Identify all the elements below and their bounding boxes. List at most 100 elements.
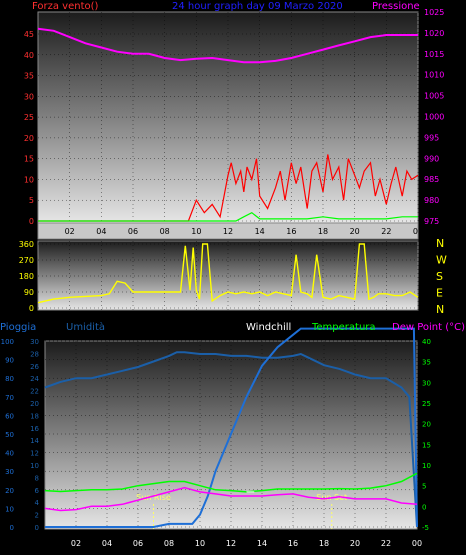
time-tick-label: 14 — [255, 227, 265, 236]
time-tick-label: 20 — [350, 227, 360, 236]
dewpoint-label: Dew Point (°C) — [392, 322, 465, 333]
humidity-tick-label: 8 — [35, 474, 39, 482]
rain-tick-label: 50 — [5, 431, 14, 439]
wind-tick-label: 25 — [24, 113, 34, 122]
panel-wind-pressure — [37, 11, 419, 224]
humidity-line — [44, 351, 418, 528]
time-tick-label: 06 — [128, 227, 138, 236]
rain-tick-label: 0 — [10, 524, 14, 532]
wind-tick-label: 35 — [24, 72, 34, 81]
pressure-tick-label: 1015 — [424, 50, 444, 59]
rain-tick-label: 30 — [5, 468, 14, 476]
humidity-tick-label: 16 — [30, 425, 39, 433]
time-tick-label: 08 — [160, 227, 170, 236]
time-tick-label: 16 — [288, 539, 298, 548]
pressure-tick-label: 1005 — [424, 92, 444, 101]
time-tick-label: 18 — [319, 539, 329, 548]
time-tick-label: 12 — [223, 227, 233, 236]
pressure-tick-label: 1010 — [424, 71, 444, 80]
humidity-tick-label: 28 — [30, 350, 39, 358]
direction-tick-label: 270 — [19, 256, 34, 265]
dewpoint-line — [44, 486, 418, 512]
humidity-tick-label: 10 — [30, 462, 39, 470]
direction-tick-label: 0 — [29, 304, 34, 313]
temperature-label: Temperatura — [311, 322, 376, 333]
direction-tick-label: 90 — [24, 288, 34, 297]
temperature-line — [44, 472, 418, 493]
pressure-tick-label: 975 — [424, 217, 439, 226]
temperature-tick-label: 10 — [422, 462, 431, 470]
temperature-tick-label: 15 — [422, 441, 431, 449]
time-tick-label: 14 — [257, 539, 267, 548]
rain-tick-label: 100 — [1, 338, 14, 346]
time-tick-label: 12 — [226, 539, 236, 548]
humidity-tick-label: 30 — [30, 338, 39, 346]
compass-label: W — [436, 254, 447, 267]
time-tick-label: 16 — [286, 227, 296, 236]
pressure-tick-label: 1000 — [424, 113, 444, 122]
temperature-tick-label: 20 — [422, 421, 431, 429]
humidity-tick-label: 0 — [35, 524, 39, 532]
wind-tick-label: 5 — [29, 196, 34, 205]
humidity-tick-label: 4 — [35, 499, 40, 507]
rain-tick-label: 80 — [5, 375, 14, 383]
rain-tick-label: 90 — [5, 357, 14, 365]
windchill-label: Windchill — [246, 322, 291, 333]
rain-tick-label: 60 — [5, 412, 14, 420]
time-tick-label: 22 — [381, 539, 391, 548]
rain-tick-label: 40 — [5, 450, 14, 458]
time-tick-label: 04 — [102, 539, 112, 548]
time-tick-label: 04 — [96, 227, 106, 236]
wind-tick-label: 40 — [24, 51, 34, 60]
time-tick-label: 10 — [195, 539, 205, 548]
humidity-tick-label: 14 — [30, 437, 39, 445]
time-tick-label: 06 — [133, 539, 143, 548]
time-tick-label: 22 — [381, 227, 391, 236]
wind-line — [38, 154, 419, 222]
temperature-tick-label: 35 — [422, 359, 431, 367]
temperature-tick-label: 5 — [422, 483, 426, 491]
compass-label: N — [436, 303, 444, 316]
rain-tick-label: 10 — [5, 505, 14, 513]
time-tick-label: 08 — [164, 539, 174, 548]
wind-direction-line — [37, 243, 419, 304]
wind-axis-label: Forza vento() — [32, 1, 99, 12]
rain-axis-label: Pioggia — [0, 322, 36, 333]
direction-tick-label: 180 — [19, 272, 34, 281]
wind-tick-label: 45 — [24, 30, 34, 39]
rain-tick-label: 20 — [5, 487, 14, 495]
wind-tick-label: 10 — [24, 175, 34, 184]
time-tick-label: 20 — [350, 539, 360, 548]
pressure-axis-label: Pressione — [372, 1, 420, 12]
pressure-line — [37, 27, 418, 64]
time-tick-label: 02 — [71, 539, 81, 548]
humidity-tick-label: 20 — [30, 400, 39, 408]
pressure-tick-label: 990 — [424, 154, 439, 163]
humidity-axis-label: Umidità — [66, 321, 105, 333]
humidity-tick-label: 12 — [30, 450, 39, 458]
temperature-tick-label: 0 — [422, 503, 426, 511]
temperature-tick-label: 30 — [422, 379, 431, 387]
temperature-tick-label: 25 — [422, 400, 431, 408]
compass-label: N — [436, 237, 444, 250]
wind-tick-label: 0 — [29, 217, 34, 226]
chart-title: 24 hour graph day 09 Marzo 2020 — [172, 1, 343, 12]
panel-wind-direction — [37, 240, 419, 311]
pressure-tick-label: 985 — [424, 175, 439, 184]
wind-tick-label: 15 — [24, 155, 34, 164]
pressure-tick-label: 995 — [424, 133, 439, 142]
humidity-tick-label: 18 — [30, 412, 39, 420]
temperature-tick-label: -5 — [422, 524, 429, 532]
time-tick-label: 02 — [65, 227, 75, 236]
rain-tick-label: 70 — [5, 394, 14, 402]
humidity-tick-label: 24 — [30, 375, 39, 383]
direction-tick-label: 360 — [19, 240, 34, 249]
humidity-tick-label: 2 — [35, 512, 39, 520]
humidity-tick-label: 22 — [30, 388, 39, 396]
pressure-tick-label: 1025 — [424, 8, 444, 17]
time-axis-bar — [37, 222, 419, 240]
compass-label: S — [436, 270, 443, 283]
humidity-tick-label: 6 — [35, 487, 40, 495]
time-tick-label: 18 — [318, 227, 328, 236]
